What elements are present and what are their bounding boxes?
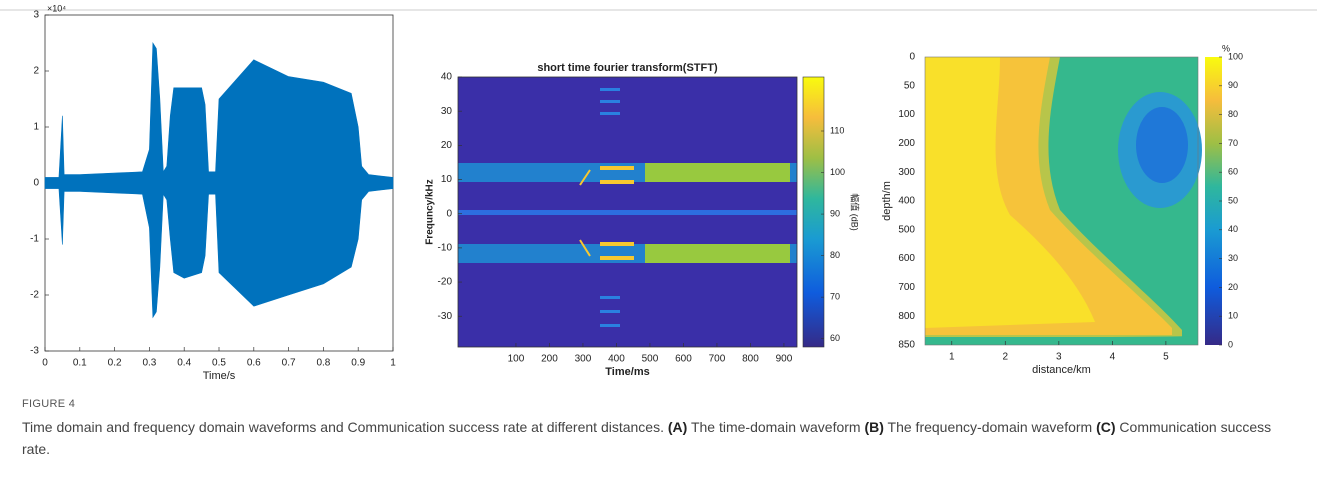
waveform-area xyxy=(44,42,394,184)
x-tick-label: 0.1 xyxy=(73,358,87,369)
y-axis-label: depth/m xyxy=(881,181,893,221)
y-axis-label: Frequncy/kHz xyxy=(425,179,436,245)
axes-frame xyxy=(457,76,798,348)
x-tick-label: 0.8 xyxy=(316,358,330,369)
waveform-area xyxy=(44,182,394,319)
part-text: The time-domain waveform xyxy=(690,419,861,435)
part-text: The frequency-domain waveform xyxy=(887,419,1093,435)
x-tick-label: 900 xyxy=(776,354,793,365)
y-tick-label: -30 xyxy=(438,311,453,322)
y-tick-label: 2 xyxy=(33,66,39,77)
x-tick-label: 4 xyxy=(1110,352,1116,363)
y-tick-label: 0 xyxy=(33,178,39,189)
colorbar-tick-label: 80 xyxy=(1228,109,1238,119)
colorbar xyxy=(1205,57,1222,345)
caption: FIGURE 4 Time domain and frequency domai… xyxy=(22,398,1292,460)
x-tick-label: 5 xyxy=(1163,352,1169,363)
colorbar-tick-label: 10 xyxy=(1228,311,1238,321)
x-axis-label: Time/s xyxy=(203,370,236,382)
part-label: (B) xyxy=(864,419,884,435)
caption-text: Time domain and frequency domain wavefor… xyxy=(22,416,1292,460)
y-tick-label: 400 xyxy=(898,196,915,207)
colorbar-tick-label: 80 xyxy=(830,250,840,260)
x-tick-label: 500 xyxy=(642,354,659,365)
x-tick-label: 600 xyxy=(675,354,692,365)
y-tick-label: 200 xyxy=(898,138,915,149)
x-tick-label: 0.6 xyxy=(247,358,261,369)
x-tick-label: 700 xyxy=(709,354,726,365)
x-tick-label: 200 xyxy=(541,354,558,365)
y-tick-label: 100 xyxy=(898,109,915,120)
x-axis-label: Time/ms xyxy=(605,366,649,378)
spectrogram xyxy=(458,77,797,347)
part-label: (C) xyxy=(1096,419,1116,435)
y-tick-label: -3 xyxy=(30,346,39,357)
y-tick-label: 40 xyxy=(441,72,453,83)
y-tick-label: 10 xyxy=(441,174,453,185)
colorbar-tick-label: 70 xyxy=(1228,138,1238,148)
colorbar-label: % xyxy=(1222,43,1230,53)
colorbar-tick-label: 60 xyxy=(830,333,840,343)
y-tick-label: 700 xyxy=(898,282,915,293)
x-tick-label: 0.9 xyxy=(351,358,365,369)
x-tick-label: 0.2 xyxy=(108,358,122,369)
figure-label: FIGURE 4 xyxy=(22,398,76,410)
x-tick-label: 3 xyxy=(1056,352,1062,363)
y-tick-label: 600 xyxy=(898,253,915,264)
y-exponent: ×10⁴ xyxy=(47,3,66,13)
x-tick-label: 0.4 xyxy=(177,358,191,369)
x-tick-label: 800 xyxy=(742,354,759,365)
x-tick-label: 1 xyxy=(949,352,955,363)
colorbar-tick-label: 90 xyxy=(830,208,840,218)
colorbar-tick-label: 40 xyxy=(1228,224,1238,234)
colorbar-tick-label: 90 xyxy=(1228,80,1238,90)
y-tick-label: 50 xyxy=(904,80,916,91)
y-tick-label: 3 xyxy=(33,10,39,21)
y-tick-label: -1 xyxy=(30,234,39,245)
colorbar-label: 幅值 (dB) xyxy=(850,193,861,231)
y-tick-label: -10 xyxy=(438,243,453,254)
colorbar-tick-label: 110 xyxy=(830,125,844,135)
x-tick-label: 2 xyxy=(1003,352,1009,363)
chart-title: short time fourier transform(STFT) xyxy=(537,62,718,74)
part-label: (A) xyxy=(667,419,688,435)
contour-map xyxy=(925,57,1202,360)
y-tick-label: 1 xyxy=(33,122,39,133)
x-tick-label: 300 xyxy=(575,354,592,365)
y-tick-label: 20 xyxy=(441,140,453,151)
y-tick-label: 300 xyxy=(898,167,915,178)
colorbar xyxy=(802,76,825,348)
x-tick-label: 0 xyxy=(42,358,48,369)
x-tick-label: 400 xyxy=(608,354,625,365)
x-tick-label: 100 xyxy=(508,354,525,365)
caption-main: Time domain and frequency domain wavefor… xyxy=(22,419,664,435)
y-tick-label: 0 xyxy=(446,208,452,219)
colorbar-tick-label: 100 xyxy=(1228,51,1243,61)
colorbar-tick-label: 30 xyxy=(1228,253,1238,263)
x-tick-label: 0.7 xyxy=(282,358,296,369)
y-tick-label: 850 xyxy=(898,340,915,351)
figure: 0 0.1 0.2 0.3 0.4 0.5 0.6 0.7 0.8 0.9 1 Time/s -3 -2 -… xyxy=(0,3,1317,382)
colorbar-tick-label: 100 xyxy=(830,167,845,177)
colorbar-tick-label: 50 xyxy=(1228,195,1238,205)
y-tick-label: 800 xyxy=(898,311,915,322)
y-tick-label: -20 xyxy=(438,277,453,288)
y-tick-label: 0 xyxy=(909,52,915,63)
y-tick-label: 500 xyxy=(898,224,915,235)
colorbar-tick-label: 70 xyxy=(830,292,840,302)
colorbar-tick-label: 60 xyxy=(1228,167,1238,177)
part-text: Communication success rate. xyxy=(22,419,1272,457)
colorbar-tick-label: 20 xyxy=(1228,282,1238,292)
x-axis-label: distance/km xyxy=(1032,364,1091,376)
colorbar-tick-label: 0 xyxy=(1228,339,1233,349)
x-tick-label: 0.3 xyxy=(142,358,156,369)
axes-frame xyxy=(924,56,1199,346)
y-tick-label: 30 xyxy=(441,106,453,117)
x-tick-label: 1 xyxy=(390,358,396,369)
x-tick-label: 0.5 xyxy=(212,358,226,369)
y-tick-label: -2 xyxy=(30,290,39,301)
